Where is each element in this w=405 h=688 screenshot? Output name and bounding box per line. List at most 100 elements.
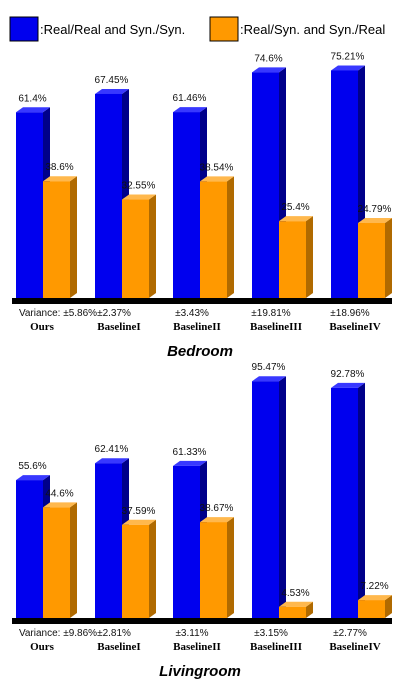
bar (279, 221, 306, 298)
data-label: 61.4% (18, 93, 46, 104)
bar-side (358, 382, 365, 618)
bar-side (149, 194, 156, 298)
bar-side (70, 176, 77, 298)
bar-side (227, 176, 234, 298)
bar (200, 181, 227, 298)
bar-top (173, 107, 207, 113)
bar-side (279, 376, 286, 618)
bar-top (95, 458, 129, 464)
bar (95, 463, 122, 618)
data-label: 7.22% (360, 581, 388, 592)
bar (252, 72, 279, 299)
data-label: 38.54% (200, 162, 234, 173)
bar-top (200, 517, 234, 523)
bar-top (122, 194, 156, 200)
data-label: 25.4% (281, 202, 309, 213)
data-label: 92.78% (331, 369, 365, 380)
bar (173, 465, 200, 618)
x-axis-line (12, 298, 392, 304)
chart-title: Bedroom (167, 343, 233, 360)
variance-label: ±3.43% (175, 308, 209, 319)
category-label: BaselineII (173, 641, 221, 653)
bar (43, 181, 70, 298)
data-label: 37.59% (122, 506, 156, 517)
chart-panel-livingroom: 55.6% 62.41% 61.33% 95.47% 92.78% 44.6% 37.59%… (12, 362, 392, 680)
bar-top (358, 595, 392, 601)
data-label: 67.45% (95, 75, 129, 86)
category-label: BaselineIII (250, 321, 302, 333)
legend-swatch-series1 (9, 16, 39, 42)
legend-label-series2: :Real/Syn. and Syn./Real (240, 22, 385, 37)
variance-label: ±2.37% (97, 308, 131, 319)
data-label: 61.33% (173, 447, 207, 458)
variance-label: ±19.81% (251, 308, 291, 319)
bar-top (252, 67, 286, 73)
category-label: Ours (30, 321, 55, 333)
bar (16, 480, 43, 618)
variance-label: ±18.96% (330, 308, 370, 319)
bar-side (385, 218, 392, 298)
variance-label: ±2.81% (97, 628, 131, 639)
legend-label-series1: :Real/Real and Syn./Syn. (40, 22, 185, 37)
bar (331, 387, 358, 618)
bar-top (16, 475, 50, 481)
data-label: 55.6% (18, 461, 46, 472)
bar (122, 524, 149, 618)
chart-panel-bedroom: 61.4% 67.45% 61.46% 74.6% 75.21% 38.6% 32.55% 3… (12, 51, 392, 360)
variance-label: Variance: ±9.86% (19, 628, 97, 639)
bar-top (43, 176, 77, 182)
category-label: Ours (30, 641, 55, 653)
data-label: 62.41% (95, 444, 129, 455)
bar (200, 522, 227, 618)
data-label: 74.6% (254, 53, 282, 64)
bar-top (331, 382, 365, 388)
bar-side (306, 601, 313, 618)
bar (43, 507, 70, 618)
x-axis-line (12, 618, 392, 624)
category-label: BaselineI (97, 321, 140, 333)
bar-side (70, 502, 77, 618)
bar-side (149, 519, 156, 618)
data-label: 75.21% (331, 51, 365, 62)
data-label: 95.47% (252, 362, 286, 373)
bar-side (227, 517, 234, 618)
chart-title: Livingroom (159, 663, 241, 680)
legend: :Real/Real and Syn./Syn. :Real/Syn. and … (9, 16, 385, 42)
bar-side (306, 216, 313, 298)
data-label: 44.6% (45, 488, 73, 499)
variance-label: ±3.11% (175, 628, 208, 639)
bar-top (173, 460, 207, 466)
bar (173, 112, 200, 299)
category-label: BaselineIII (250, 641, 302, 653)
data-label: 4.53% (281, 588, 309, 599)
legend-swatch-series2 (209, 16, 239, 42)
bar-top (16, 107, 50, 113)
bar (358, 600, 385, 618)
bar (252, 381, 279, 618)
bar-top (43, 502, 77, 508)
category-label: BaselineIV (329, 321, 380, 333)
category-label: BaselineIV (329, 641, 380, 653)
bar-top (200, 176, 234, 182)
bar (358, 223, 385, 298)
bar-side (385, 595, 392, 618)
bar-top (252, 376, 286, 382)
bar-top (331, 65, 365, 71)
bar-top (95, 88, 129, 94)
variance-label: ±3.15% (254, 628, 288, 639)
data-label: 38.67% (200, 503, 234, 514)
variance-label: ±2.77% (333, 628, 367, 639)
bar (279, 606, 306, 618)
bar-top (358, 218, 392, 224)
bar-top (279, 601, 313, 607)
variance-label: Variance: ±5.86% (19, 308, 97, 319)
bar (16, 112, 43, 298)
data-label: 61.46% (173, 93, 207, 104)
data-label: 38.6% (45, 162, 73, 173)
bar (331, 70, 358, 299)
data-label: 32.55% (122, 181, 156, 192)
data-label: 24.79% (358, 204, 392, 215)
category-label: BaselineI (97, 641, 140, 653)
bar-top (122, 519, 156, 525)
